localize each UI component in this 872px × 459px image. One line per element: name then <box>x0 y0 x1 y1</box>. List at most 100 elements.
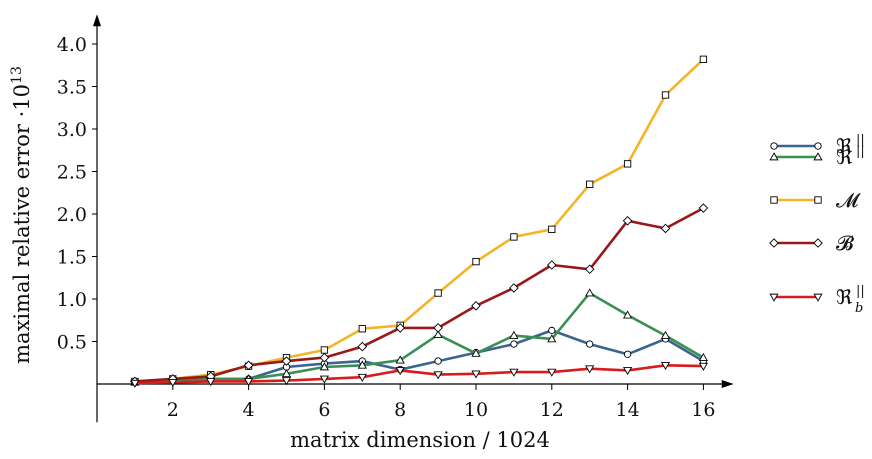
legend-label: ℜ <box>836 145 853 169</box>
series-1 <box>131 326 708 386</box>
legend-item-2: ℜ || <box>769 144 865 169</box>
data-point <box>433 329 443 339</box>
data-point <box>243 360 254 371</box>
data-point <box>509 283 519 293</box>
legend-superscript: || <box>856 144 865 159</box>
data-point <box>395 355 405 364</box>
data-point <box>281 377 292 386</box>
data-point <box>698 362 709 371</box>
x-tick-label: 4 <box>243 399 255 421</box>
x-tick-label: 8 <box>394 399 406 421</box>
data-point <box>547 368 557 377</box>
data-point <box>319 375 330 384</box>
legend-marker <box>814 142 822 150</box>
data-point <box>281 356 292 366</box>
y-axis-arrow <box>93 14 101 27</box>
data-point <box>622 310 633 319</box>
data-point <box>243 378 254 387</box>
data-point <box>510 233 518 241</box>
y-tick-label: 2.5 <box>57 162 87 184</box>
legend-marker <box>814 196 822 204</box>
axes: 2 4 6 8 10 12 14 16 0.5 1.0 1.5 2.0 2.5 3.0 3.5 4.0 <box>57 14 734 423</box>
legend-label: 𝓑 <box>836 231 854 255</box>
series-4-line <box>134 206 705 383</box>
y-axis-title-main: maximal relative error ·10 <box>10 84 34 364</box>
data-point <box>509 330 519 339</box>
data-point <box>622 216 633 226</box>
data-point <box>623 160 632 168</box>
x-tick-label: 12 <box>540 399 564 421</box>
data-point <box>509 368 519 377</box>
data-point <box>471 348 481 357</box>
legend-item-1: ℜ || <box>770 133 865 158</box>
data-point <box>548 225 556 233</box>
legend-superscript: || <box>856 284 865 299</box>
legend-subscript: b <box>855 301 863 316</box>
series-5 <box>130 361 709 388</box>
legend-marker <box>813 238 823 248</box>
legend-marker <box>813 152 823 161</box>
series-3-line <box>134 58 705 383</box>
data-point <box>660 223 671 234</box>
data-point <box>547 260 557 270</box>
x-tick-label: 16 <box>691 399 715 421</box>
data-point <box>584 264 595 275</box>
data-point <box>699 55 708 63</box>
legend-item-4: 𝓑 <box>769 231 854 255</box>
data-point <box>548 326 556 335</box>
data-point <box>472 257 480 266</box>
data-point <box>357 373 367 382</box>
data-point <box>206 378 216 387</box>
legend-symbol: 𝓜 <box>836 188 861 212</box>
legend-marker <box>769 293 779 302</box>
data-point <box>433 323 443 333</box>
x-tick-label: 2 <box>167 399 179 421</box>
data-point <box>281 369 292 378</box>
legend-symbol: ℜ <box>836 134 853 158</box>
data-point <box>168 378 178 388</box>
data-point <box>320 346 329 354</box>
series-4 <box>130 203 709 387</box>
x-axis-arrow <box>721 380 734 388</box>
data-point <box>358 325 366 333</box>
y-tick-label: 2.0 <box>57 204 87 226</box>
x-tick-label: 6 <box>318 399 330 421</box>
y-tick-label: 3.0 <box>57 119 87 141</box>
data-point <box>357 360 367 369</box>
data-point <box>510 340 518 348</box>
data-point <box>622 367 633 376</box>
data-point <box>319 352 330 363</box>
data-point <box>623 350 632 358</box>
data-point <box>471 370 481 379</box>
y-tick-label: 4.0 <box>57 34 87 56</box>
data-point <box>471 301 481 311</box>
legend-label: 𝓜 <box>836 188 861 212</box>
data-point <box>585 288 595 297</box>
data-point <box>130 379 140 388</box>
x-axis-title: matrix dimension / 1024 <box>290 428 550 452</box>
data-point <box>357 341 368 352</box>
data-point <box>586 340 594 348</box>
data-point <box>660 361 671 371</box>
data-point <box>319 362 330 371</box>
legend-marker <box>770 196 778 204</box>
data-point <box>433 371 443 380</box>
y-axis-title: maximal relative error ·1013 <box>9 66 34 364</box>
legend-marker <box>770 142 778 150</box>
y-tick-label: 0.5 <box>57 332 87 354</box>
data-point <box>547 334 557 343</box>
legend-item-5: ℜ || b <box>769 284 865 316</box>
data-point <box>661 91 670 99</box>
series-5-line <box>134 363 704 385</box>
data-point <box>698 352 709 361</box>
legend-label: ℜ <box>836 134 853 158</box>
data-point <box>585 365 595 374</box>
legend: ℜ ||ℜ ||𝓜𝓑ℜ ||b <box>769 133 865 316</box>
series-3 <box>131 55 708 386</box>
data-point <box>434 357 442 365</box>
data-point <box>586 180 594 188</box>
legend-label: ℜ <box>836 285 853 309</box>
legend-marker <box>813 293 823 302</box>
legend-marker <box>769 238 779 248</box>
